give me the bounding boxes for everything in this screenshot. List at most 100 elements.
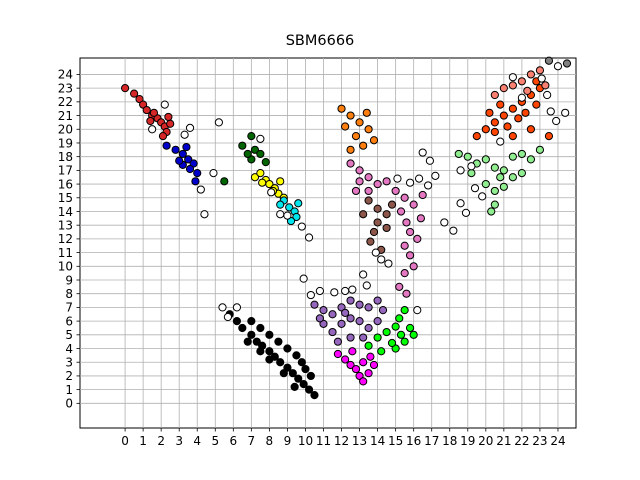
- data-point: [285, 203, 294, 212]
- data-point: [283, 211, 292, 220]
- data-point: [400, 306, 409, 315]
- x-tick-label: 20: [478, 434, 493, 448]
- data-points: [120, 56, 572, 400]
- data-point: [454, 149, 463, 159]
- x-tick-label: 24: [550, 434, 565, 448]
- data-point: [490, 90, 499, 100]
- data-point: [315, 314, 324, 323]
- data-point: [362, 281, 371, 290]
- data-point: [265, 347, 274, 356]
- data-point: [346, 296, 355, 305]
- data-point: [369, 136, 379, 145]
- data-point: [220, 177, 229, 186]
- x-tick-label: 2: [157, 434, 165, 448]
- y-tick-label: 11: [58, 246, 73, 260]
- data-point: [364, 125, 373, 134]
- data-point: [467, 169, 476, 178]
- data-point: [478, 192, 487, 201]
- data-point: [341, 308, 350, 317]
- cluster-15: [544, 56, 572, 68]
- x-tick-label: 9: [284, 434, 292, 448]
- y-tick-label: 14: [58, 205, 73, 219]
- data-point: [400, 193, 409, 202]
- x-tick-label: 13: [352, 434, 367, 448]
- data-point: [362, 108, 371, 117]
- data-point: [521, 108, 530, 117]
- data-point: [537, 74, 546, 83]
- data-point: [223, 312, 232, 322]
- data-point: [337, 319, 346, 328]
- data-point: [351, 364, 361, 374]
- data-point: [546, 107, 555, 116]
- data-point: [405, 323, 415, 333]
- data-point: [359, 141, 368, 150]
- data-point: [355, 317, 364, 326]
- data-point: [382, 177, 391, 186]
- data-point: [384, 259, 393, 268]
- data-point: [333, 337, 343, 346]
- data-point: [276, 177, 285, 186]
- data-point: [508, 152, 517, 161]
- data-point: [341, 286, 350, 296]
- data-point: [288, 369, 297, 378]
- data-point: [341, 122, 350, 131]
- data-point: [387, 338, 397, 348]
- data-point: [148, 125, 157, 134]
- data-point: [481, 179, 490, 189]
- y-tick-label: 5: [65, 328, 73, 342]
- x-tick-label: 1: [139, 434, 147, 448]
- x-tick-label: 3: [175, 434, 183, 448]
- grid: [80, 58, 576, 428]
- data-point: [526, 125, 536, 134]
- data-point: [405, 251, 415, 260]
- data-point: [310, 300, 319, 309]
- data-point: [274, 337, 283, 346]
- data-point: [301, 364, 310, 374]
- data-point: [191, 177, 200, 186]
- y-tick-label: 21: [58, 109, 73, 123]
- data-point: [333, 349, 343, 359]
- data-point: [400, 337, 409, 346]
- y-tick-label: 1: [65, 383, 73, 397]
- data-point: [330, 288, 339, 297]
- data-point: [373, 179, 382, 189]
- data-point: [405, 178, 415, 187]
- data-point: [243, 337, 252, 346]
- data-point: [294, 374, 303, 383]
- data-point: [561, 108, 570, 117]
- data-point: [395, 282, 404, 291]
- cluster-8: [364, 306, 418, 356]
- data-point: [355, 166, 364, 175]
- data-point: [485, 108, 494, 117]
- cluster-13: [490, 66, 550, 100]
- x-tick-label: 10: [298, 434, 313, 448]
- data-point: [470, 184, 480, 193]
- data-point: [304, 233, 314, 242]
- data-point: [146, 116, 155, 126]
- x-axis-ticks: 0 1 2 3 4 5 6 7 8 9 10 11 12 13 14 15 16 17 18 19 20 21 22 23 24: [121, 428, 566, 448]
- data-point: [508, 73, 517, 82]
- data-point: [346, 314, 355, 323]
- y-tick-label: 22: [58, 95, 73, 109]
- data-point: [414, 174, 424, 183]
- y-tick-label: 3: [65, 356, 73, 370]
- data-point: [508, 81, 517, 90]
- data-point: [171, 145, 180, 154]
- x-tick-label: 4: [193, 434, 201, 448]
- data-point: [366, 237, 375, 246]
- y-tick-label: 15: [58, 191, 73, 205]
- data-point: [162, 141, 171, 150]
- data-point: [526, 70, 536, 79]
- data-point: [337, 104, 346, 113]
- data-point: [351, 186, 361, 196]
- data-point: [461, 208, 471, 217]
- data-point: [541, 81, 550, 90]
- cluster-9: [337, 104, 379, 154]
- data-point: [373, 204, 382, 213]
- y-tick-label: 8: [65, 287, 73, 301]
- data-point: [402, 218, 411, 227]
- data-point: [290, 382, 299, 391]
- data-point: [328, 310, 337, 319]
- data-point: [373, 317, 382, 326]
